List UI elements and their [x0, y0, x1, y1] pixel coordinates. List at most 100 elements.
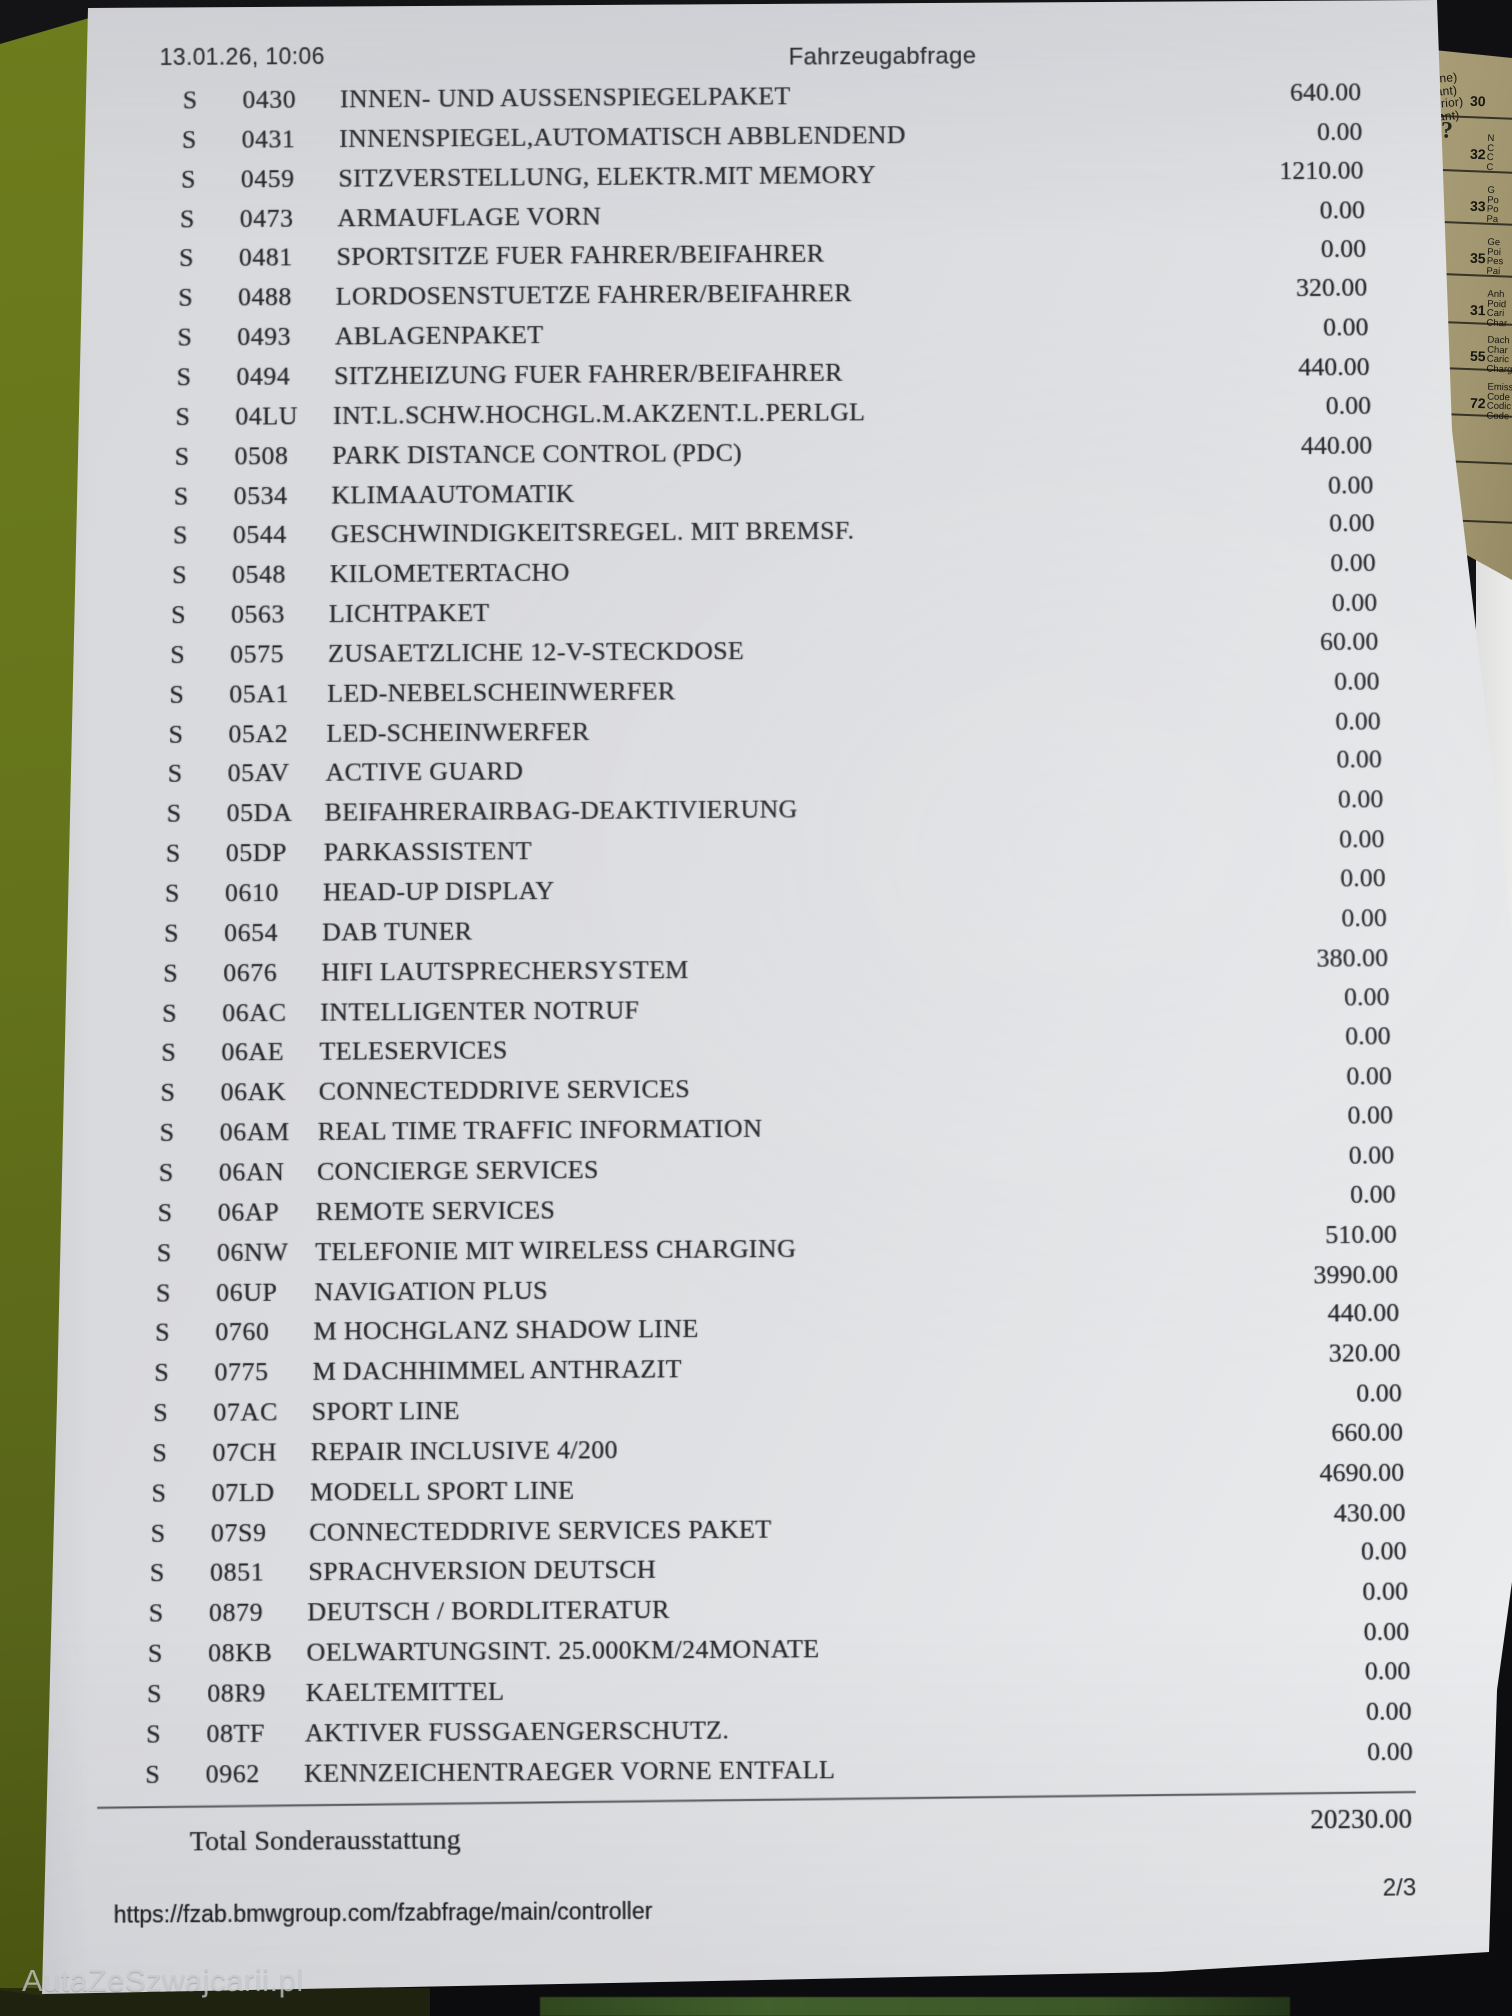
row-option-code: 06AC	[222, 997, 287, 1027]
row-option-code: 0508	[234, 440, 289, 471]
row-price: 0.00	[1316, 116, 1363, 146]
row-option-code: 06UP	[216, 1277, 278, 1307]
row-option-code: 0548	[231, 559, 286, 590]
row-description: AKTIVER FUSSGAENGERSCHUTZ.	[304, 1715, 730, 1748]
row-option-code: 05A1	[229, 678, 290, 709]
row-flag: S	[172, 560, 187, 590]
row-flag: S	[177, 322, 192, 352]
total-label: Total Sonderausstattung	[189, 1824, 461, 1858]
row-flag: S	[156, 1237, 172, 1268]
row-description: GESCHWINDIGKEITSREGEL. MIT BREMSF.	[330, 516, 855, 549]
row-option-code: 07LD	[211, 1477, 275, 1508]
row-description: TELESERVICES	[319, 1035, 508, 1067]
row-option-code: 0459	[240, 163, 295, 193]
row-option-code: 06AN	[218, 1157, 285, 1187]
row-option-code: 04LU	[235, 401, 299, 431]
form-field-number: 55	[1469, 347, 1486, 365]
row-flag: S	[161, 1038, 176, 1068]
row-price: 0.00	[1346, 1060, 1393, 1091]
row-description: KILOMETERTACHO	[329, 557, 570, 589]
row-price: 660.00	[1331, 1417, 1404, 1448]
print-datetime: 13.01.26, 10:06	[159, 43, 325, 70]
row-price: 0.00	[1360, 1537, 1407, 1567]
row-description: DEUTSCH / BORDLITERATUR	[307, 1595, 670, 1627]
form-field-labels: Ge Poi Pes Pai	[1486, 236, 1504, 277]
row-price: 640.00	[1289, 77, 1362, 107]
row-flag: S	[148, 1598, 164, 1628]
row-description: KAELTEMITTEL	[305, 1676, 505, 1708]
row-description: ZUSAETZLICHE 12-V-STECKDOSE	[327, 636, 745, 668]
form-field-labels: Dach Char Caric Charg	[1486, 334, 1512, 375]
row-description: HIFI LAUTSPRECHERSYSTEM	[321, 954, 689, 987]
row-option-code: 0563	[231, 599, 286, 629]
row-option-code: 0775	[214, 1357, 269, 1387]
row-flag: S	[162, 998, 177, 1028]
row-price: 0.00	[1349, 1179, 1396, 1210]
row-price: 320.00	[1295, 273, 1368, 303]
row-description: SITZHEIZUNG FUER FAHRER/BEIFAHRER	[333, 357, 843, 391]
row-description: NAVIGATION PLUS	[314, 1275, 548, 1306]
row-flag: S	[150, 1518, 166, 1548]
row-option-code: 06AK	[220, 1077, 287, 1107]
row-flag: S	[151, 1478, 167, 1508]
row-price: 4690.00	[1319, 1457, 1405, 1488]
row-flag: S	[145, 1759, 160, 1789]
row-price: 0.00	[1343, 981, 1390, 1012]
row-price: 0.00	[1362, 1576, 1409, 1607]
row-flag: S	[146, 1719, 161, 1749]
row-description: ABLAGENPAKET	[334, 320, 544, 351]
row-description: CONCIERGE SERVICES	[316, 1154, 599, 1186]
row-description: LED-NEBELSCHEINWERFER	[327, 676, 676, 708]
row-option-code: 0654	[223, 917, 279, 948]
form-field-labels: Emiss Code Codic Code (	[1486, 381, 1512, 422]
row-price: 430.00	[1333, 1497, 1406, 1527]
row-flag: S	[160, 1078, 176, 1108]
row-flag: S	[175, 401, 191, 431]
table-edge-strip	[540, 1997, 1290, 2016]
row-description: LICHTPAKET	[328, 598, 490, 629]
row-description: M DACHHIMMEL ANTHRAZIT	[312, 1354, 682, 1387]
row-flag: S	[163, 958, 178, 988]
row-option-code: 0851	[209, 1557, 265, 1588]
row-flag: S	[146, 1678, 162, 1709]
row-price: 0.00	[1319, 194, 1365, 224]
row-flag: S	[169, 679, 184, 709]
row-flag: S	[149, 1558, 165, 1588]
row-option-code: 0493	[237, 322, 292, 352]
row-flag: S	[154, 1357, 169, 1388]
row-price: 0.00	[1331, 587, 1378, 617]
row-option-code: 0610	[224, 877, 279, 908]
row-description: DAB TUNER	[321, 916, 473, 947]
row-flag: S	[178, 283, 193, 313]
row-description: M HOCHGLANZ SHADOW LINE	[313, 1314, 699, 1347]
photo-watermark: AutaZeSzwajcarii.pl	[22, 1963, 304, 1998]
row-flag: S	[147, 1638, 163, 1669]
row-option-code: 0431	[241, 124, 296, 154]
row-description: INNENSPIEGEL,AUTOMATISCH ABBLENDEND	[339, 120, 906, 153]
row-flag: S	[153, 1397, 168, 1428]
row-option-code: 08TF	[206, 1718, 266, 1749]
row-flag: S	[155, 1277, 171, 1308]
stray-question-mark: ?	[1441, 118, 1453, 144]
row-flag: S	[157, 1197, 173, 1228]
row-flag: S	[172, 520, 188, 550]
form-field-labels: Anh Poid Cari Char	[1486, 288, 1508, 329]
row-option-code: 0473	[239, 203, 294, 233]
row-price: 0.00	[1333, 666, 1380, 696]
row-price: 510.00	[1325, 1219, 1397, 1249]
row-flag: S	[164, 878, 180, 908]
row-flag: S	[170, 639, 185, 669]
row-description: CONNECTEDDRIVE SERVICES PAKET	[309, 1514, 772, 1547]
row-price: 0.00	[1320, 234, 1367, 264]
row-price: 0.00	[1348, 1140, 1395, 1170]
row-description: HEAD-UP DISPLAY	[322, 875, 555, 907]
row-price: 0.00	[1363, 1616, 1410, 1647]
page-number: 2/3	[1382, 1874, 1417, 1902]
row-description: KENNZEICHENTRAEGER VORNE ENTFALL	[303, 1754, 836, 1788]
row-description: CONNECTEDDRIVE SERVICES	[318, 1074, 691, 1107]
row-description: SPORT LINE	[311, 1395, 460, 1427]
row-option-code: 0481	[238, 242, 293, 273]
options-table: S 0430 INNEN- UND AUSSENSPIEGELPAKET 640…	[42, 0, 1501, 1788]
